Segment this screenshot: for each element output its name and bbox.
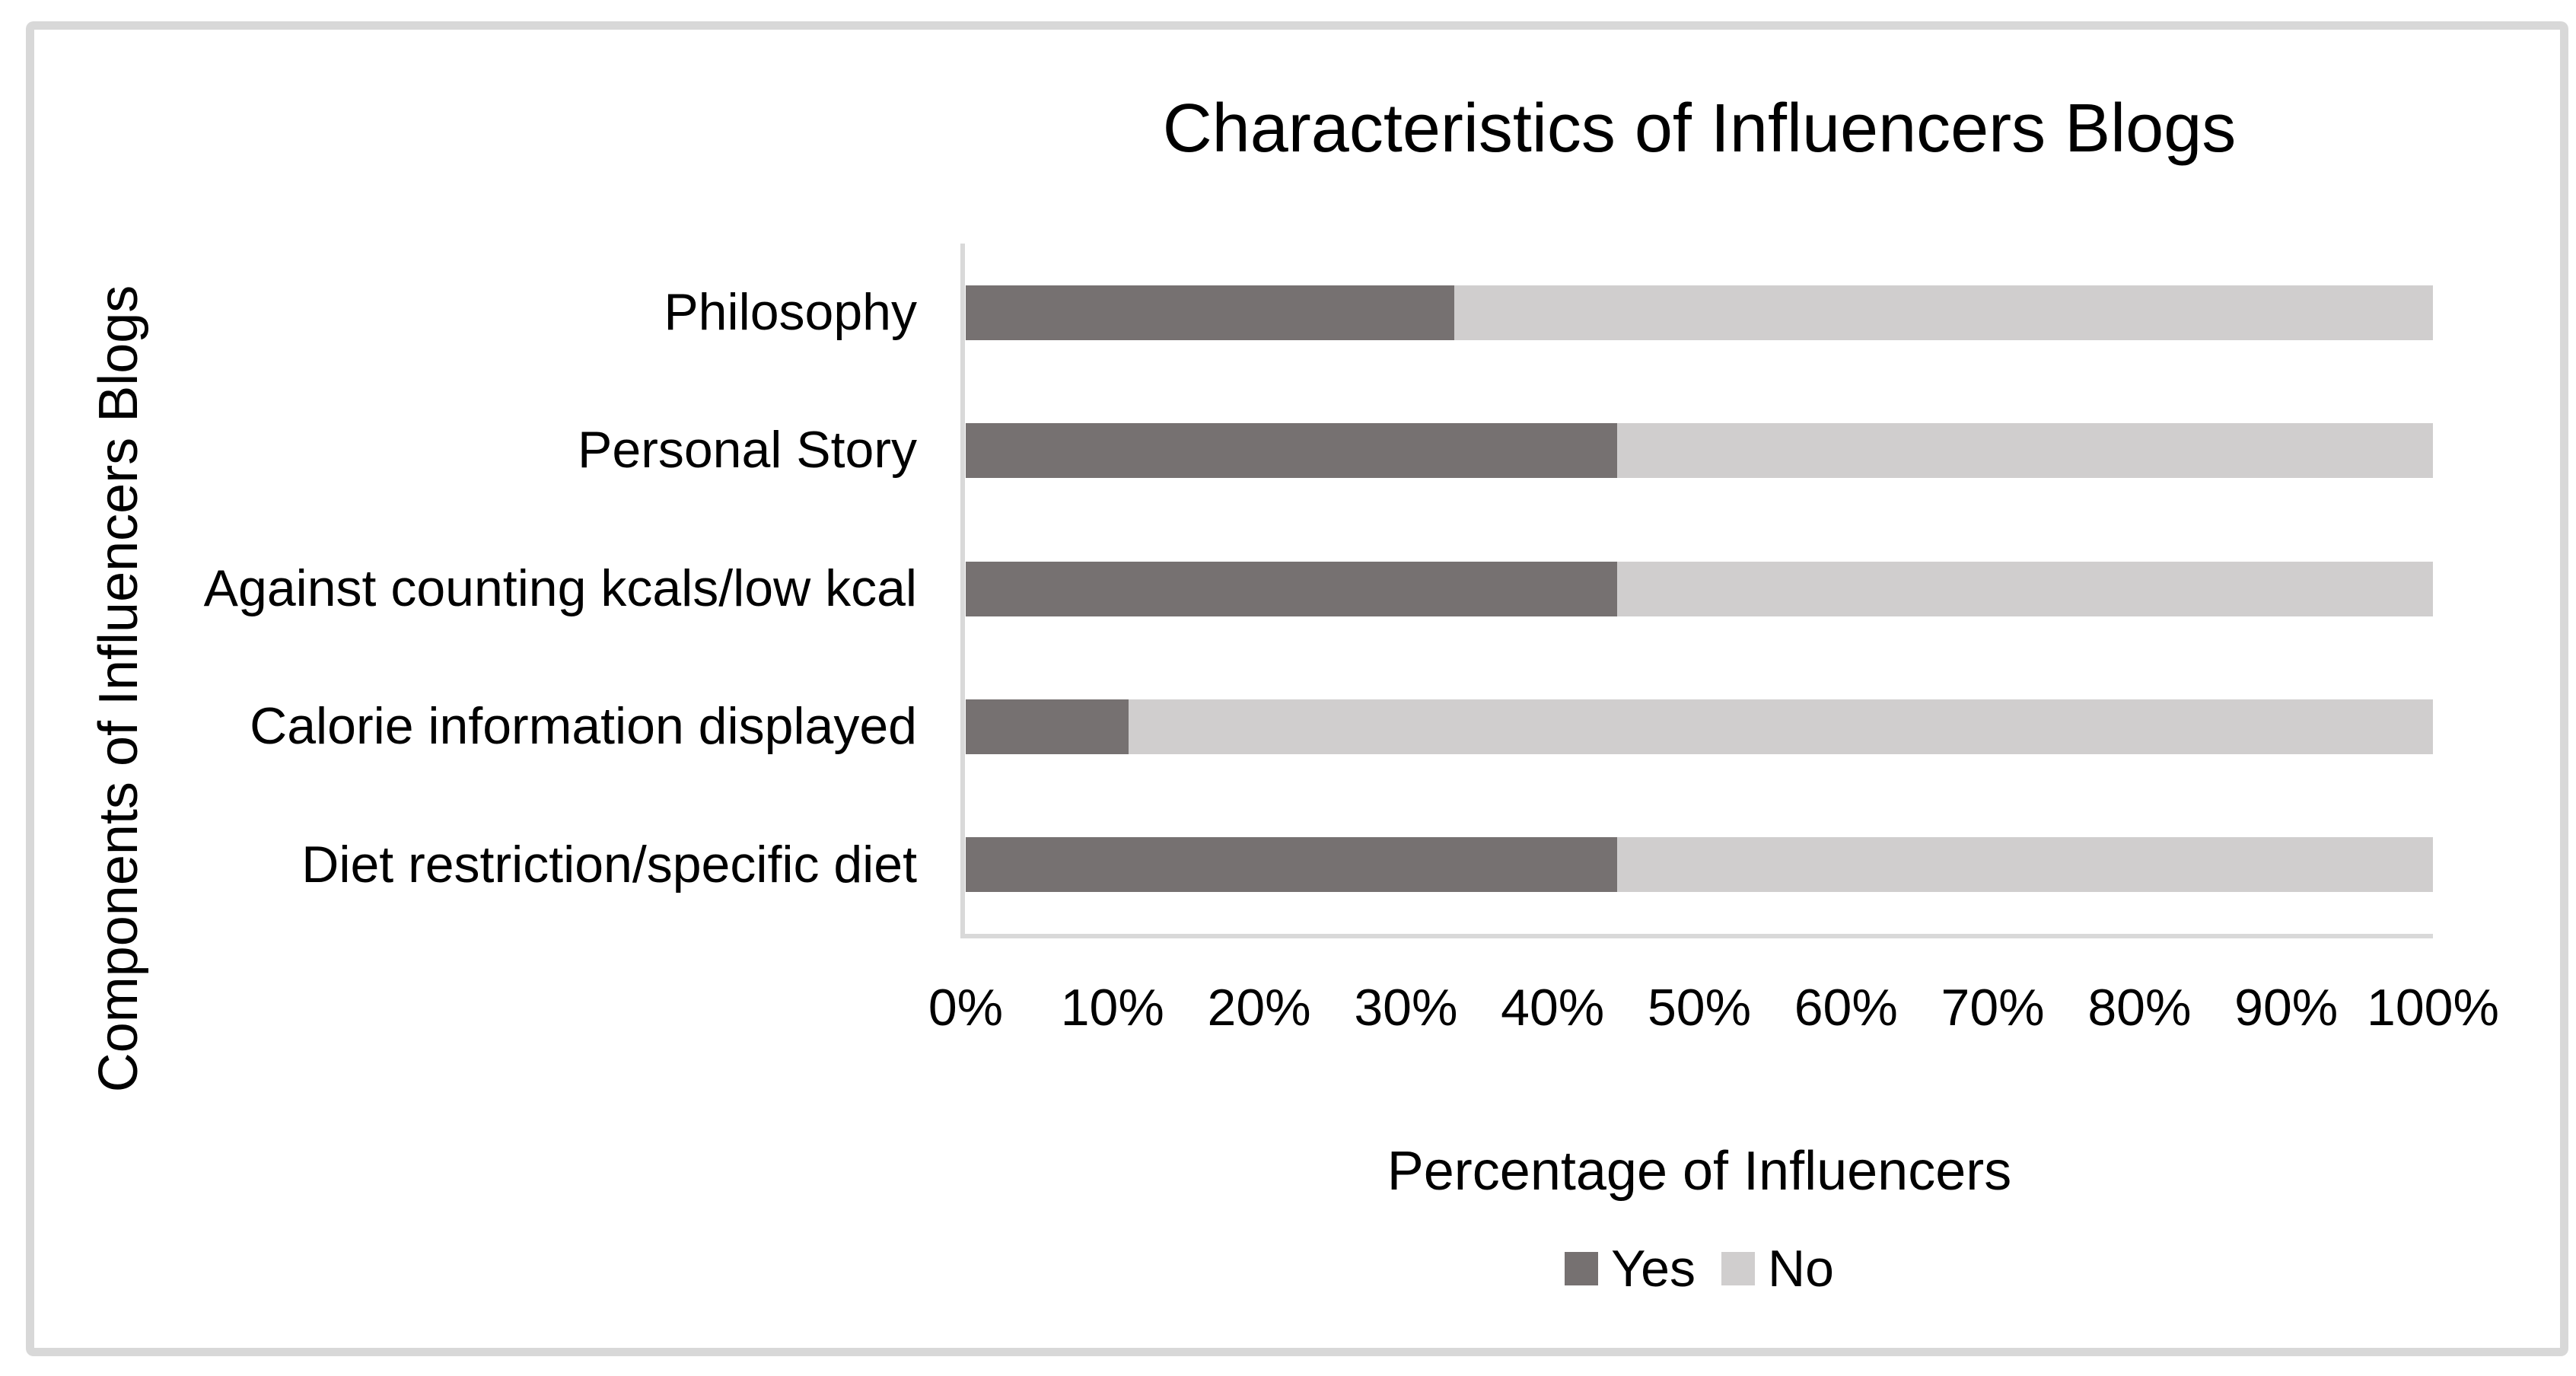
x-tick-label: 80% [2087,979,2192,1037]
x-tick-label: 50% [1647,979,1752,1037]
x-axis-title: Percentage of Influencers [1387,1141,2012,1202]
x-tick-label: 100% [2367,979,2499,1037]
bar-row [966,699,2433,754]
category-label: Against counting kcals/low kcal [203,559,917,617]
bar-row [966,423,2433,479]
bar-row [966,285,2433,340]
category-label: Diet restriction/specific diet [301,835,917,893]
category-label: Philosophy [664,283,917,341]
x-tick-label: 70% [1941,979,2045,1037]
bar-segment-yes [966,837,1618,893]
category-label: Calorie information displayed [250,697,917,756]
category-label: Personal Story [578,421,917,479]
legend-item-yes: Yes [1565,1239,1696,1298]
x-tick-label: 20% [1207,979,1311,1037]
bar-row [966,561,2433,616]
bar-segment-no [1129,699,2433,754]
category-axis-labels: Philosophy Personal Story Against counting… [0,244,917,934]
legend: Yes No [966,1239,2433,1298]
bar-segment-no [1617,423,2433,479]
x-tick-label: 10% [1060,979,1164,1037]
bar-segment-yes [966,561,1618,616]
x-tick-label: 30% [1354,979,1458,1037]
legend-item-no: No [1721,1239,1834,1298]
bar-segment-yes [966,285,1455,340]
bar-segment-no [1454,285,2433,340]
legend-swatch-no [1721,1252,1755,1285]
x-axis-tick-labels: 0% 10% 20% 30% 40% 50% 60% 70% 80% 90% 100% [928,978,2499,1039]
plot-area [960,244,2433,938]
legend-swatch-yes [1565,1252,1599,1285]
bar-row [966,837,2433,893]
bar-segment-no [1617,837,2433,893]
x-tick-label: 40% [1501,979,1605,1037]
x-tick-label: 90% [2234,979,2339,1037]
bar-segment-yes [966,423,1618,479]
legend-label: Yes [1611,1240,1696,1298]
chart-title: Characteristics of Influencers Blogs [1162,91,2237,167]
bar-segment-no [1617,561,2433,616]
x-axis-line [960,934,2433,938]
legend-label: No [1768,1240,1834,1298]
y-axis-line [960,244,965,938]
x-tick-label: 0% [928,979,1004,1037]
bar-segment-yes [966,699,1129,754]
x-tick-label: 60% [1794,979,1898,1037]
